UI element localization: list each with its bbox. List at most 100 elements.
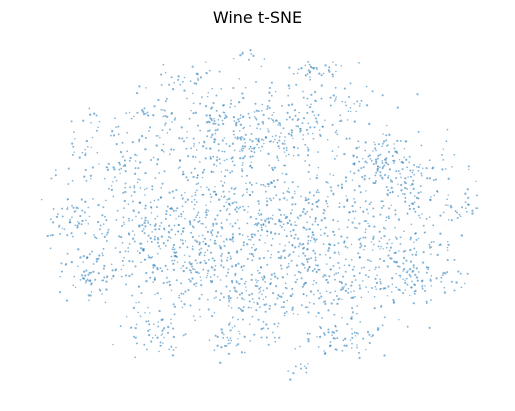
scatter-point (243, 335, 246, 338)
scatter-point (387, 194, 389, 197)
scatter-point (365, 190, 367, 192)
scatter-point (250, 53, 253, 55)
scatter-point (99, 289, 102, 292)
scatter-point (313, 237, 316, 240)
scatter-point (212, 122, 215, 125)
scatter-point (353, 103, 355, 105)
scatter-point (324, 226, 327, 229)
scatter-point (349, 170, 352, 173)
scatter-point (397, 170, 400, 173)
scatter-point (275, 194, 278, 197)
scatter-point (161, 182, 164, 185)
scatter-point (395, 170, 398, 173)
scatter-point (233, 149, 236, 152)
scatter-point (263, 303, 266, 307)
scatter-point (378, 257, 382, 261)
scatter-point (245, 280, 247, 283)
scatter-point (231, 201, 234, 205)
scatter-point (220, 180, 223, 183)
scatter-point (227, 271, 229, 274)
scatter-point (326, 181, 328, 183)
scatter-point (204, 242, 207, 246)
scatter-point (265, 218, 268, 220)
scatter-point (349, 82, 352, 85)
scatter-point (222, 336, 225, 339)
scatter-point (288, 219, 291, 222)
scatter-point (307, 235, 310, 238)
scatter-point (387, 150, 391, 153)
scatter-point (414, 232, 417, 235)
scatter-point (308, 105, 312, 109)
scatter-point (286, 190, 289, 193)
scatter-point (372, 215, 375, 218)
scatter-point (181, 173, 184, 176)
scatter-point (119, 150, 123, 154)
scatter-point (458, 213, 461, 216)
scatter-point (261, 103, 264, 106)
scatter-point (195, 201, 198, 203)
scatter-point (464, 207, 467, 210)
scatter-point (130, 117, 133, 120)
scatter-point (71, 179, 74, 182)
scatter-point (335, 70, 337, 73)
scatter-point (146, 187, 148, 190)
scatter-point (312, 249, 315, 252)
scatter-point (176, 207, 179, 210)
scatter-point (217, 118, 220, 121)
scatter-point (156, 163, 159, 166)
scatter-point (262, 183, 265, 186)
scatter-point (443, 291, 447, 294)
scatter-point (379, 174, 382, 177)
scatter-point (248, 181, 252, 184)
scatter-point (223, 181, 226, 184)
scatter-point (143, 232, 146, 235)
scatter-point (372, 150, 374, 152)
scatter-point (228, 145, 231, 148)
scatter-point (292, 154, 295, 157)
scatter-point (221, 227, 224, 230)
scatter-point (311, 203, 314, 206)
scatter-point (329, 291, 332, 294)
scatter-point (222, 111, 225, 114)
scatter-point (268, 86, 271, 90)
scatter-point (249, 155, 252, 158)
scatter-point (316, 335, 318, 338)
scatter-point (213, 349, 216, 352)
scatter-point (127, 203, 130, 205)
scatter-point (234, 222, 237, 225)
scatter-point (302, 252, 305, 255)
scatter-point (319, 292, 321, 295)
scatter-point (374, 143, 376, 146)
scatter-point (385, 216, 388, 219)
scatter-point (168, 191, 171, 194)
scatter-point (231, 316, 234, 319)
scatter-point (197, 211, 200, 214)
scatter-point (213, 259, 216, 262)
scatter-point (289, 212, 292, 215)
scatter-point (364, 149, 367, 152)
scatter-point (199, 276, 202, 278)
scatter-point (209, 239, 212, 241)
scatter-point (332, 174, 335, 176)
scatter-point (212, 190, 215, 193)
scatter-point (154, 235, 156, 238)
scatter-point (300, 127, 302, 130)
scatter-point (442, 271, 445, 274)
scatter-point (375, 149, 377, 152)
scatter-point (175, 218, 177, 220)
scatter-point (406, 325, 409, 328)
scatter-point (354, 335, 357, 337)
scatter-point (85, 139, 88, 143)
scatter-point (442, 159, 445, 161)
scatter-point (174, 117, 177, 120)
scatter-point (136, 181, 139, 184)
scatter-point (138, 251, 141, 255)
scatter-point (430, 241, 433, 244)
scatter-point (276, 297, 279, 300)
scatter-point (274, 90, 277, 93)
scatter-point (190, 269, 192, 272)
scatter-point (194, 203, 196, 206)
scatter-point (266, 337, 268, 339)
scatter-point (327, 247, 331, 250)
